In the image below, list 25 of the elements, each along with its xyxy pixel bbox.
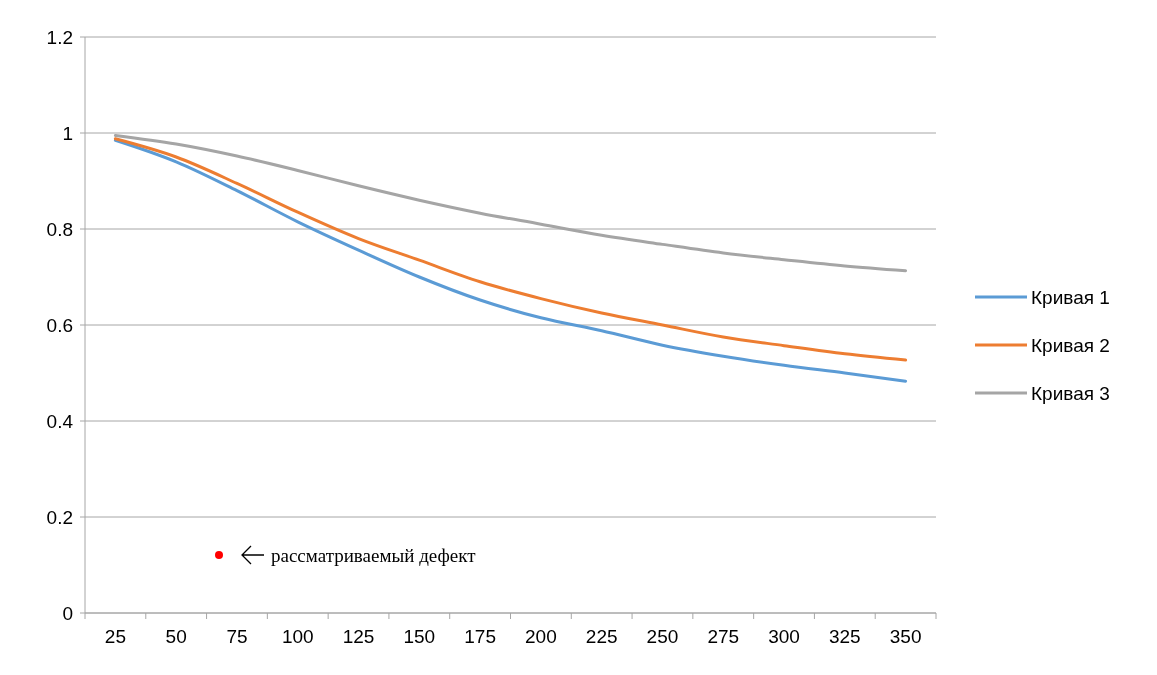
- y-tick-label: 0.2: [46, 506, 73, 528]
- y-tick-label: 1: [62, 122, 73, 144]
- y-tick-label: 1.2: [46, 26, 73, 48]
- y-tick-label: 0: [62, 602, 73, 624]
- x-tick-label: 275: [707, 626, 740, 647]
- y-tick-label: 0.6: [46, 314, 73, 336]
- x-tick-label: 325: [828, 626, 861, 647]
- x-tick-label: 200: [525, 626, 557, 647]
- x-tick-label: 125: [342, 626, 375, 647]
- legend-label: Кривая 2: [1031, 334, 1110, 356]
- x-tick-label: 25: [104, 626, 126, 647]
- x-tick-label: 225: [585, 626, 618, 647]
- x-tick-label: 300: [768, 626, 800, 647]
- legend-label: Кривая 1: [1031, 286, 1110, 308]
- x-tick-label: 250: [646, 626, 679, 647]
- x-tick-label: 150: [403, 626, 436, 647]
- x-tick-label: 175: [464, 626, 496, 647]
- x-tick-label: 50: [165, 626, 187, 647]
- x-tick-label: 100: [281, 626, 314, 647]
- legend-label: Кривая 3: [1031, 382, 1110, 404]
- annotation: рассматриваемый дефект: [271, 544, 477, 566]
- x-tick-label: 350: [889, 626, 922, 647]
- y-tick-label: 0.8: [46, 218, 73, 240]
- x-tick-label: 75: [226, 626, 248, 647]
- y-tick-label: 0.4: [46, 410, 74, 432]
